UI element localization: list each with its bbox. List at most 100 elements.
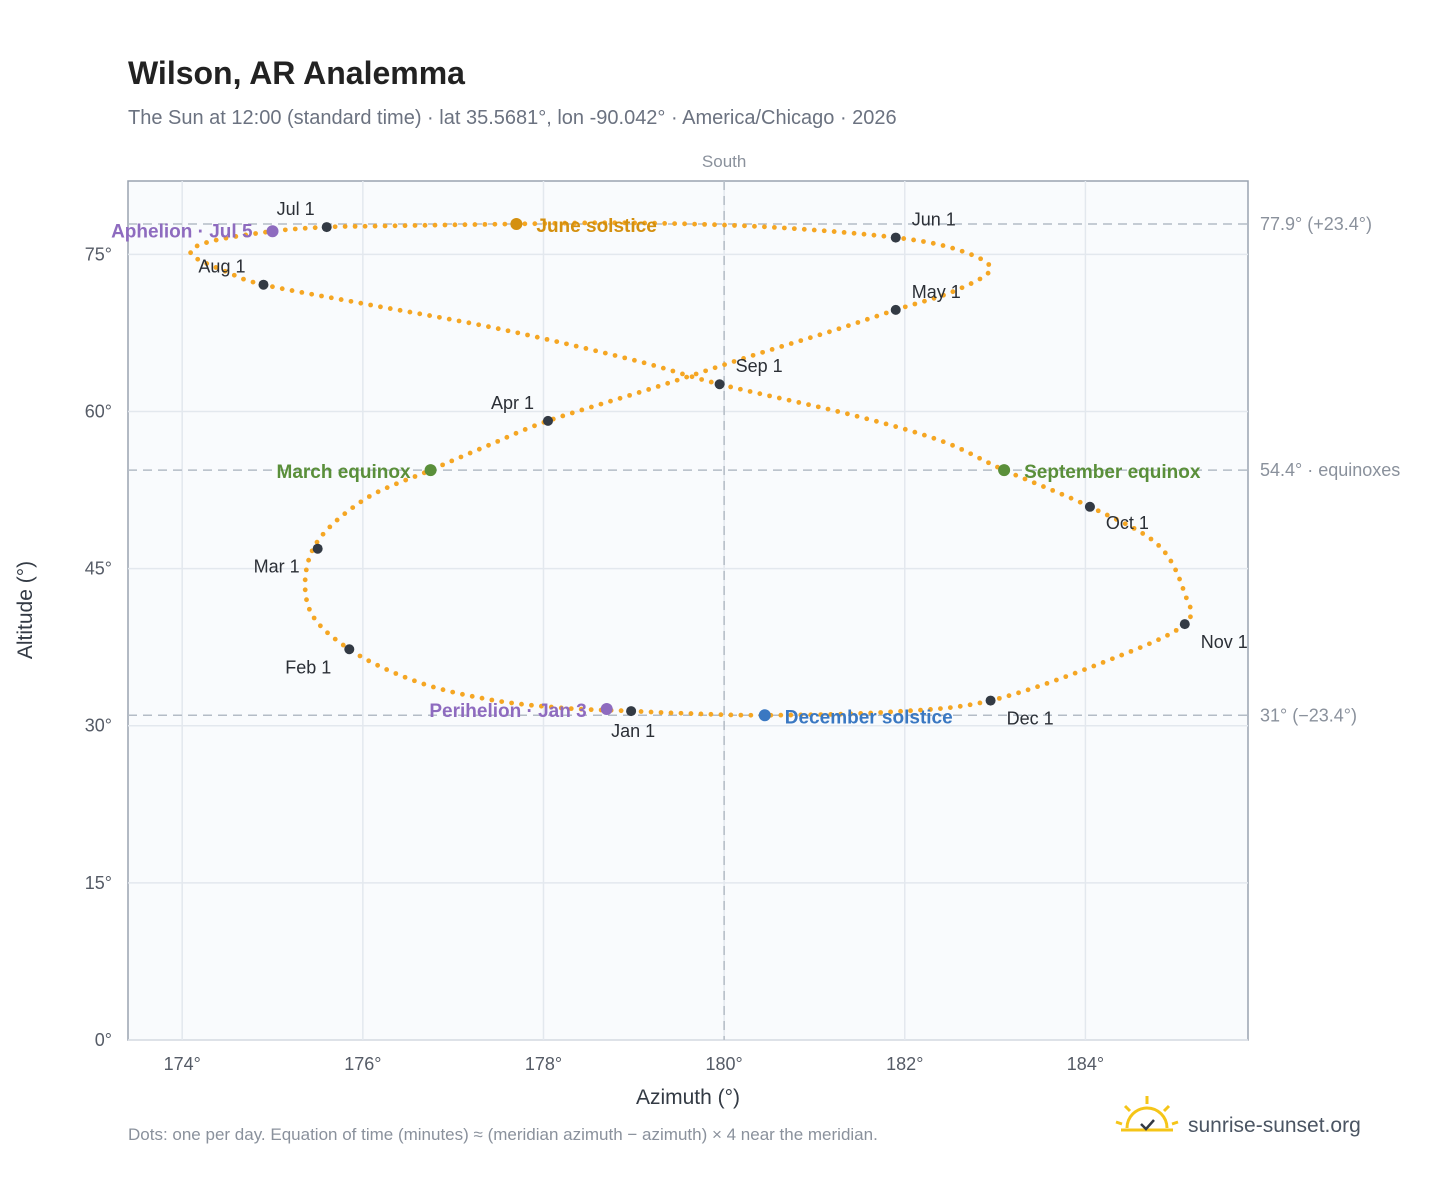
day-dot (309, 291, 315, 297)
day-dot (1025, 687, 1031, 693)
day-dot (538, 703, 544, 709)
day-dot (612, 220, 618, 226)
day-dot (417, 311, 423, 317)
month-dot (258, 279, 269, 290)
day-dot (678, 710, 684, 716)
event-label: March equinox (277, 462, 412, 483)
day-dot (366, 494, 372, 499)
day-dot (350, 505, 356, 510)
day-dot (776, 395, 782, 401)
day-dot (918, 707, 923, 713)
day-dot (204, 240, 209, 245)
day-dot (978, 256, 984, 262)
event-dot (998, 464, 1011, 477)
day-dot (1156, 637, 1161, 643)
day-dot (486, 442, 491, 448)
axis-ticks: 174° 176° 178° 180° 182° 184° 0° 15° 30° 45° 60° 75… (85, 244, 1104, 1074)
day-dot (1013, 472, 1019, 478)
day-dot (662, 220, 668, 226)
day-dot (791, 226, 797, 232)
month-dot (626, 706, 637, 717)
day-dot (213, 237, 219, 243)
day-dot (712, 365, 718, 371)
event-dot (510, 217, 523, 230)
day-dot (912, 429, 918, 435)
day-dot (472, 222, 478, 227)
day-dot (598, 401, 604, 407)
day-dot (808, 712, 814, 718)
day-dot (977, 455, 982, 461)
day-dot (306, 606, 312, 612)
day-dot (1031, 480, 1037, 486)
day-dot (703, 368, 709, 374)
day-dot (1173, 567, 1179, 573)
day-dot (811, 227, 817, 233)
day-dot (1072, 670, 1078, 676)
day-dot (542, 221, 548, 226)
day-dot (947, 705, 953, 710)
day-dot (397, 307, 403, 313)
day-dot (299, 290, 305, 295)
day-dot (1165, 632, 1170, 638)
day-dot (450, 689, 456, 695)
month-dot (321, 222, 332, 233)
day-dot (1053, 677, 1059, 683)
brand-name: sunrise-sunset.org (1188, 1114, 1361, 1137)
month-markers: Jan 1 Feb 1 Mar 1 Apr 1 May 1 Jun 1 Jul 1 Aug 1… (198, 199, 1247, 741)
month-dot (543, 415, 553, 426)
day-dot (959, 446, 965, 452)
day-dot (702, 221, 707, 227)
x-tick-label: 176° (344, 1054, 381, 1074)
day-dot (1006, 693, 1012, 699)
day-dot (422, 222, 428, 228)
day-dot (665, 380, 671, 386)
day-dot (1140, 531, 1146, 536)
day-dot (922, 298, 927, 304)
brand-logo[interactable]: sunrise-sunset.org (1115, 1096, 1361, 1137)
day-dot (1109, 656, 1115, 662)
day-dot (1177, 576, 1182, 582)
day-dot (432, 222, 438, 228)
event-dot (424, 464, 437, 477)
day-dot (996, 695, 1002, 701)
day-dot (728, 384, 734, 390)
event-label: Perihelion · Jan 3 (429, 701, 586, 722)
x-tick-label: 184° (1067, 1054, 1104, 1074)
day-dot (670, 368, 676, 374)
day-dot (334, 517, 340, 523)
day-dot (632, 220, 638, 226)
day-dot (957, 703, 963, 709)
day-dot (940, 243, 946, 248)
month-label: Aug 1 (198, 257, 245, 277)
day-dot (467, 450, 473, 456)
day-dot (728, 712, 734, 718)
day-dot (781, 225, 787, 231)
day-dot (338, 297, 344, 302)
day-dot (854, 413, 860, 419)
day-dot (883, 310, 889, 316)
day-dot (968, 451, 974, 457)
day-dot (722, 362, 727, 367)
day-dot (602, 220, 608, 226)
day-dot (302, 225, 308, 231)
day-dot (593, 348, 599, 354)
day-dot (1050, 487, 1056, 493)
day-dot (495, 326, 501, 332)
day-dot (486, 324, 491, 330)
day-dot (412, 678, 417, 684)
day-dot (760, 349, 766, 355)
day-dot (458, 454, 464, 460)
day-dot (655, 383, 661, 389)
day-dot (969, 252, 974, 258)
event-label: June solstice (536, 216, 656, 237)
day-dot (1168, 558, 1174, 564)
day-dot (446, 316, 452, 322)
day-dot (332, 224, 338, 230)
day-dot (233, 234, 239, 239)
day-dot (921, 432, 927, 438)
day-dot (950, 289, 956, 295)
day-dot (579, 407, 585, 413)
day-dot (828, 711, 834, 717)
month-label: Sep 1 (736, 356, 783, 376)
reference-label: 77.9° (+23.4°) (1260, 214, 1372, 234)
